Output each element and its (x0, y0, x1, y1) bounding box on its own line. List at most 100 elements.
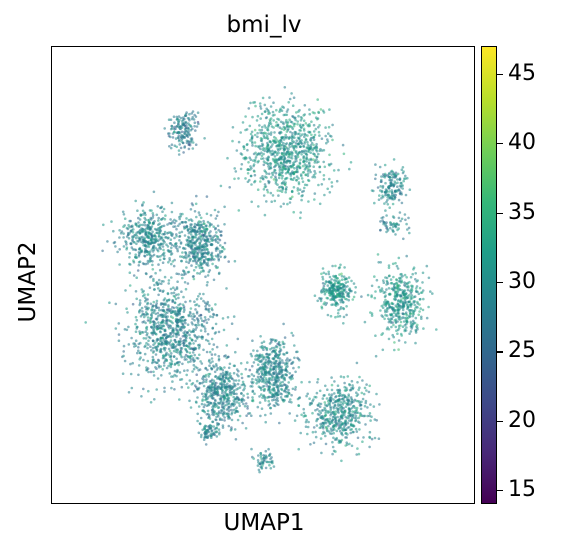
scatter-point (377, 437, 381, 441)
scatter-point (328, 153, 331, 157)
scatter-point (251, 389, 255, 393)
scatter-point (223, 419, 226, 422)
scatter-point (178, 245, 181, 249)
scatter-point (175, 131, 179, 135)
scatter-point (178, 143, 181, 146)
scatter-point (258, 102, 262, 105)
scatter-point (301, 124, 305, 127)
scatter-point (281, 188, 284, 191)
scatter-point (409, 330, 413, 333)
scatter-point (152, 339, 155, 343)
scatter-point (375, 278, 379, 282)
scatter-point (223, 241, 227, 245)
scatter-point (285, 130, 289, 133)
scatter-point (268, 391, 272, 394)
scatter-point (273, 169, 277, 172)
scatter-point (326, 284, 330, 287)
scatter-point (350, 418, 354, 421)
scatter-point (267, 404, 270, 407)
scatter-point (141, 223, 145, 227)
scatter-point (166, 315, 169, 318)
scatter-point (194, 339, 197, 343)
scatter-point (289, 398, 292, 401)
scatter-point (312, 130, 316, 133)
scatter-point (252, 164, 255, 168)
scatter-point (226, 316, 230, 319)
scatter-point (386, 281, 389, 284)
scatter-point (228, 399, 231, 403)
scatter-point (217, 354, 221, 358)
scatter-point (234, 438, 238, 441)
scatter-point (332, 169, 336, 172)
scatter-point (331, 264, 334, 268)
scatter-point (243, 384, 247, 388)
scatter-point (221, 317, 225, 320)
scatter-point (190, 226, 194, 230)
scatter-point (397, 315, 400, 319)
scatter-point (218, 366, 222, 369)
scatter-point (199, 264, 202, 267)
scatter-point (152, 279, 155, 282)
scatter-point (286, 385, 289, 388)
scatter-point (330, 420, 334, 423)
scatter-point (157, 223, 160, 227)
scatter-point (210, 337, 214, 341)
scatter-point (221, 391, 224, 395)
scatter-point (172, 355, 176, 358)
scatter-point (312, 165, 316, 168)
scatter-point (152, 370, 155, 374)
scatter-point (149, 317, 152, 320)
scatter-point (216, 366, 220, 370)
scatter-point (179, 241, 183, 244)
scatter-point (298, 136, 301, 140)
scatter-point (163, 127, 166, 130)
scatter-point (394, 261, 397, 265)
scatter-point (185, 334, 189, 338)
scatter-point (182, 123, 185, 127)
scatter-point (249, 165, 252, 168)
scatter-point (147, 389, 150, 393)
scatter-point (155, 281, 158, 285)
scatter-point (385, 189, 388, 193)
scatter-point (393, 348, 396, 352)
scatter-point (200, 245, 204, 249)
scatter-point (373, 436, 377, 440)
scatter-point (146, 346, 149, 350)
scatter-point (237, 177, 240, 180)
scatter-point (137, 216, 140, 220)
scatter-point (161, 334, 165, 337)
scatter-point (240, 376, 244, 380)
scatter-point (285, 147, 289, 150)
scatter-point (195, 297, 199, 301)
scatter-point (269, 162, 273, 166)
scatter-point (125, 328, 129, 332)
scatter-point (157, 278, 161, 282)
scatter-point (263, 124, 266, 127)
scatter-point (396, 172, 400, 176)
scatter-point (152, 374, 156, 377)
scatter-point (405, 282, 409, 286)
scatter-point (168, 145, 171, 148)
scatter-point (387, 287, 391, 290)
scatter-point (196, 111, 200, 114)
scatter-point (348, 383, 352, 387)
scatter-point (262, 394, 265, 398)
scatter-point (157, 287, 160, 290)
scatter-point (179, 146, 183, 150)
scatter-point (190, 264, 193, 267)
scatter-point (182, 151, 185, 154)
scatter-point (307, 179, 311, 183)
scatter-point (270, 145, 273, 148)
scatter-point (253, 179, 257, 183)
scatter-point (345, 402, 349, 406)
scatter-point (302, 407, 305, 411)
scatter-point (334, 450, 337, 453)
scatter-point (387, 264, 391, 267)
scatter-point (149, 238, 153, 241)
scatter-point (184, 287, 188, 291)
scatter-point (364, 423, 367, 426)
scatter-point (199, 250, 202, 253)
scatter-point (189, 223, 192, 226)
scatter-point (195, 379, 199, 383)
scatter-point (278, 110, 281, 113)
